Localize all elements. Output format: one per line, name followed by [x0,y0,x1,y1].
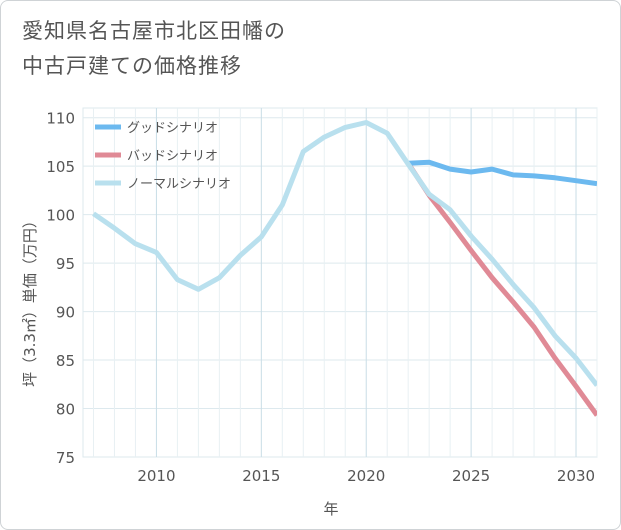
y-tick-label: 110 [46,110,75,128]
y-tick-label: 90 [56,304,75,322]
y-axis-label: 坪（3.3㎡）単価（万円） [21,213,39,387]
series-line-0 [408,159,597,187]
legend-label: グッドシナリオ [127,121,218,136]
grid-lines [82,107,598,458]
x-tick-label: 2015 [242,467,280,485]
y-tick-label: 85 [56,352,75,370]
legend-label: バッドシナリオ [127,149,218,164]
series-line-1 [406,161,597,417]
x-tick-label: 2010 [137,467,175,485]
chart-title: 愛知県名古屋市北区田幡の 中古戸建ての価格推移 [22,19,286,78]
y-tick-label: 105 [46,158,75,176]
x-tick-label: 2025 [452,467,490,485]
series-lines [92,120,597,417]
y-tick-label: 100 [46,207,75,225]
x-axis-ticks: 2010 2015 2020 2025 2030 [137,467,595,485]
x-tick-label: 2020 [347,467,385,485]
series-line-2 [92,120,597,387]
x-tick-label: 2030 [557,467,595,485]
legend-label: ノーマルシナリオ [127,177,231,192]
y-tick-label: 75 [56,449,75,467]
y-axis-ticks: 75 80 85 90 95 100 105 110 [46,110,75,467]
y-tick-label: 95 [56,255,75,273]
y-tick-label: 80 [56,401,75,419]
x-axis-label: 年 [323,500,338,518]
